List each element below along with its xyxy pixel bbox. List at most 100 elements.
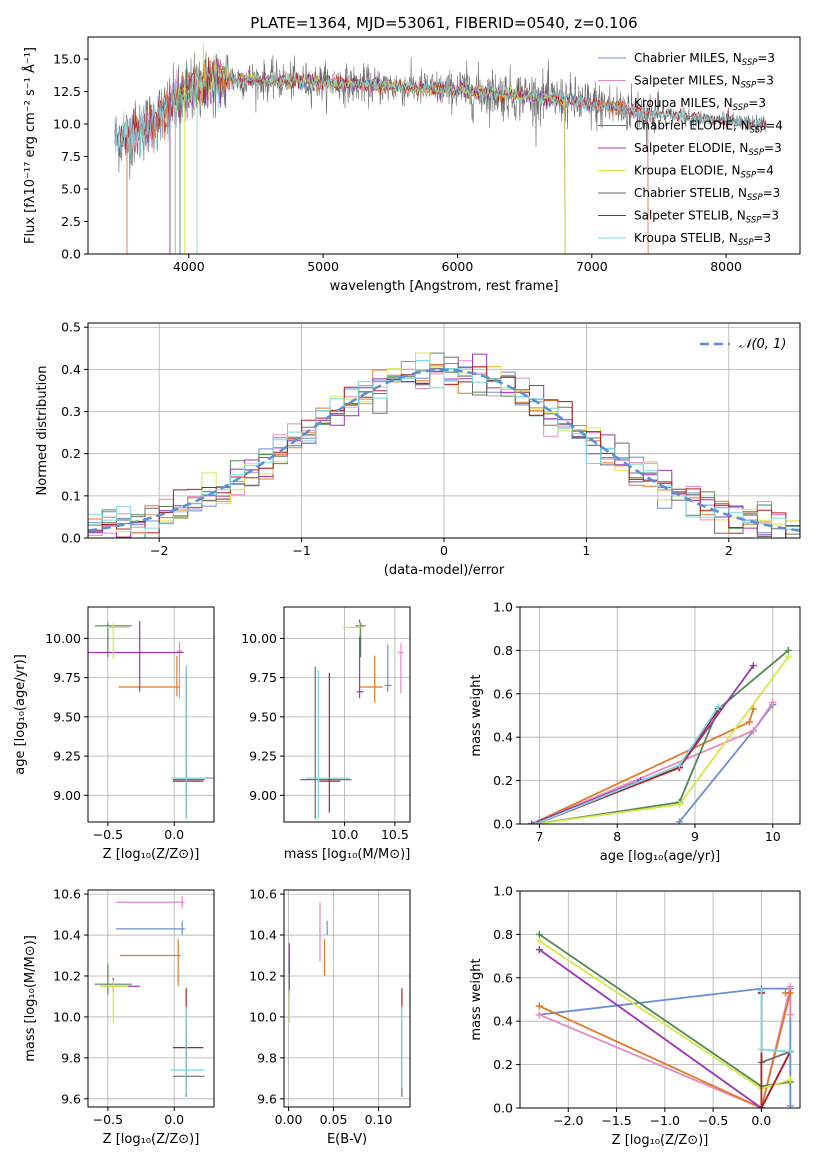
spectrum-frame — [87, 36, 801, 255]
x-axis-label: Z [log₁₀(Z/Z⊙)] — [103, 1132, 200, 1147]
age-vs-Z-panel-frame — [87, 606, 215, 823]
y-tick-label: 9.6 — [257, 1091, 277, 1106]
y-tick-label: 0.5 — [61, 320, 81, 335]
errorbars — [288, 902, 403, 1097]
series-marker-kroupa_miles — [749, 705, 757, 713]
model-spectrum-salpeter_stelib — [114, 57, 767, 154]
series-marker-kroupa_elodie — [786, 1076, 794, 1084]
y-tick-label: 10.0 — [249, 1009, 277, 1024]
errorbars — [300, 619, 404, 819]
mass-vs-ebv-panel: 0.00 0.05 0.10 9.6 9.8 10.0 10.2 10.4 10.6 E(B-V) — [249, 887, 411, 1147]
y-axis-label: Normed distribution — [35, 366, 50, 496]
legend-label: Kroupa MILES, NSSP=3 — [634, 96, 766, 113]
y-tick-label: 0.4 — [61, 362, 81, 377]
x-tick-label: −2.0 — [553, 1113, 583, 1128]
legend-label-sub: SSP — [742, 58, 758, 68]
series-marker-kroupa_stelib — [532, 820, 540, 824]
x-axis-label: age [log₁₀(age/yr)] — [600, 849, 721, 864]
residuals-frame — [87, 322, 801, 539]
legend-label-main: Salpeter ELODIE, N — [634, 141, 748, 155]
spectrum-lines — [114, 42, 767, 254]
x-tick-label: −0.5 — [93, 827, 123, 842]
y-tick-label: 10.4 — [249, 928, 277, 943]
series-marker-chabrier_elodie — [535, 930, 543, 938]
x-tick-label: 1 — [582, 543, 590, 558]
age-vs-mass-panel: 10.0 10.5 9.00 9.25 9.50 9.75 10.00 mass [log₁₀… — [241, 606, 411, 862]
x-tick-label: 10.0 — [331, 827, 359, 842]
age-vs-mass-panel-frame — [283, 606, 411, 823]
massweight-vs-Z-panel-frame — [519, 890, 801, 1109]
y-tick-label: 0.2 — [493, 1057, 513, 1072]
x-tick-label: 0.0 — [164, 1112, 184, 1127]
legend-label: Chabrier STELIB, NSSP=3 — [634, 186, 780, 203]
x-tick-label: 8000 — [710, 259, 742, 274]
legend-label: Chabrier MILES, NSSP=3 — [634, 51, 775, 68]
x-tick-label: 7 — [535, 829, 543, 844]
series-marker-kroupa_stelib — [675, 761, 683, 769]
y-tick-label: 9.25 — [249, 749, 277, 764]
x-tick-label: −2 — [150, 543, 168, 558]
y-axis-label: Flux [fλ10⁻¹⁷ erg cm⁻² s⁻¹ Å⁻¹] — [22, 47, 38, 244]
legend-label: Chabrier ELODIE, NSSP=4 — [634, 119, 783, 136]
x-tick-label: 0 — [440, 543, 448, 558]
x-tick-label: −0.5 — [93, 1112, 123, 1127]
y-tick-label: 0.0 — [493, 817, 513, 832]
y-tick-label: 0.6 — [493, 970, 513, 985]
series-marker-kroupa_miles — [782, 989, 790, 997]
y-tick-label: 0.2 — [61, 446, 81, 461]
x-tick-label: 5000 — [307, 259, 339, 274]
y-tick-label: 9.50 — [53, 709, 81, 724]
series-marker-salpeter_miles — [786, 982, 794, 990]
x-axis-label: mass [log₁₀(M/M⊙)] — [284, 847, 411, 862]
y-tick-label: 9.25 — [53, 749, 81, 764]
series-marker-chabrier_miles — [675, 818, 683, 824]
x-tick-label: −1.5 — [601, 1113, 631, 1128]
series-line-chabrier_elodie — [535, 649, 789, 824]
y-tick-label: 1.0 — [493, 600, 513, 615]
legend-label-sub: SSP — [741, 171, 757, 181]
legend-label-tail: =3 — [763, 186, 781, 200]
x-axis-label: Z [log₁₀(Z/Z⊙)] — [103, 847, 200, 862]
legend-label-tail: =3 — [754, 231, 772, 245]
y-tick-label: 10.6 — [53, 887, 81, 902]
massweight-vs-age-panel: 7 8 9 10 0.0 0.2 0.4 0.6 0.8 1.0 age [log₁₀(age/yr… — [469, 600, 801, 864]
legend-label-sub: SSP — [733, 103, 749, 113]
legend-label-sub: SSP — [741, 81, 757, 91]
y-tick-label: 9.8 — [61, 1050, 81, 1065]
series-marker-kroupa_elodie — [535, 937, 543, 945]
y-axis-label: mass [log₁₀(M/M⊙)] — [23, 935, 38, 1062]
y-tick-label: 5.0 — [61, 182, 81, 197]
legend-label-main: Chabrier MILES, N — [634, 51, 742, 65]
x-tick-label: 0.05 — [320, 1112, 348, 1127]
y-tick-label: 15.0 — [53, 52, 81, 67]
series-marker-kroupa_stelib — [757, 1045, 765, 1053]
x-axis-label: wavelength [Angstrom, rest frame] — [330, 279, 559, 294]
legend-label-tail: =3 — [756, 74, 774, 88]
legend-label-sub: SSP — [746, 216, 762, 226]
mass-vs-ebv-panel-frame — [283, 889, 411, 1108]
legend-label-main: Chabrier STELIB, N — [634, 186, 747, 200]
massweight-vs-Z-panel: −2.0 −1.5 −1.0 −0.5 0.0 0.0 0.2 0.4 0.6 0.8 1.0 Z [… — [469, 884, 801, 1148]
series-marker-salpeter_miles — [749, 727, 757, 735]
y-tick-label: 9.50 — [249, 709, 277, 724]
series-marker-salpeter_miles — [769, 698, 777, 706]
y-tick-label: 0.6 — [493, 686, 513, 701]
series-marker-kroupa_elodie — [784, 653, 792, 661]
legend-label: Salpeter MILES, NSSP=3 — [634, 74, 774, 91]
y-tick-label: 0.2 — [493, 773, 513, 788]
legend-label-tail: =3 — [761, 209, 779, 223]
residuals-panel: −2 −1 0 1 2 0.0 0.1 0.2 0.3 0.4 0.5 (data-model)/er… — [35, 320, 801, 578]
legend-label: Kroupa ELODIE, NSSP=4 — [634, 164, 774, 181]
y-axis-label: age [log₁₀(age/yr)] — [13, 654, 28, 775]
series-marker-kroupa_elodie — [675, 800, 683, 808]
legend-label: 𝒩(0, 1) — [739, 337, 786, 352]
y-tick-label: 12.5 — [53, 84, 81, 99]
x-tick-label: 10 — [765, 829, 781, 844]
x-axis-label: (data-model)/error — [384, 563, 505, 578]
model-spectrum-kroupa_stelib — [114, 54, 767, 165]
chart-title: PLATE=1364, MJD=53061, FIBERID=0540, z=0… — [250, 14, 637, 32]
legend-label: Kroupa STELIB, NSSP=3 — [634, 231, 771, 248]
y-tick-label: 9.75 — [53, 670, 81, 685]
